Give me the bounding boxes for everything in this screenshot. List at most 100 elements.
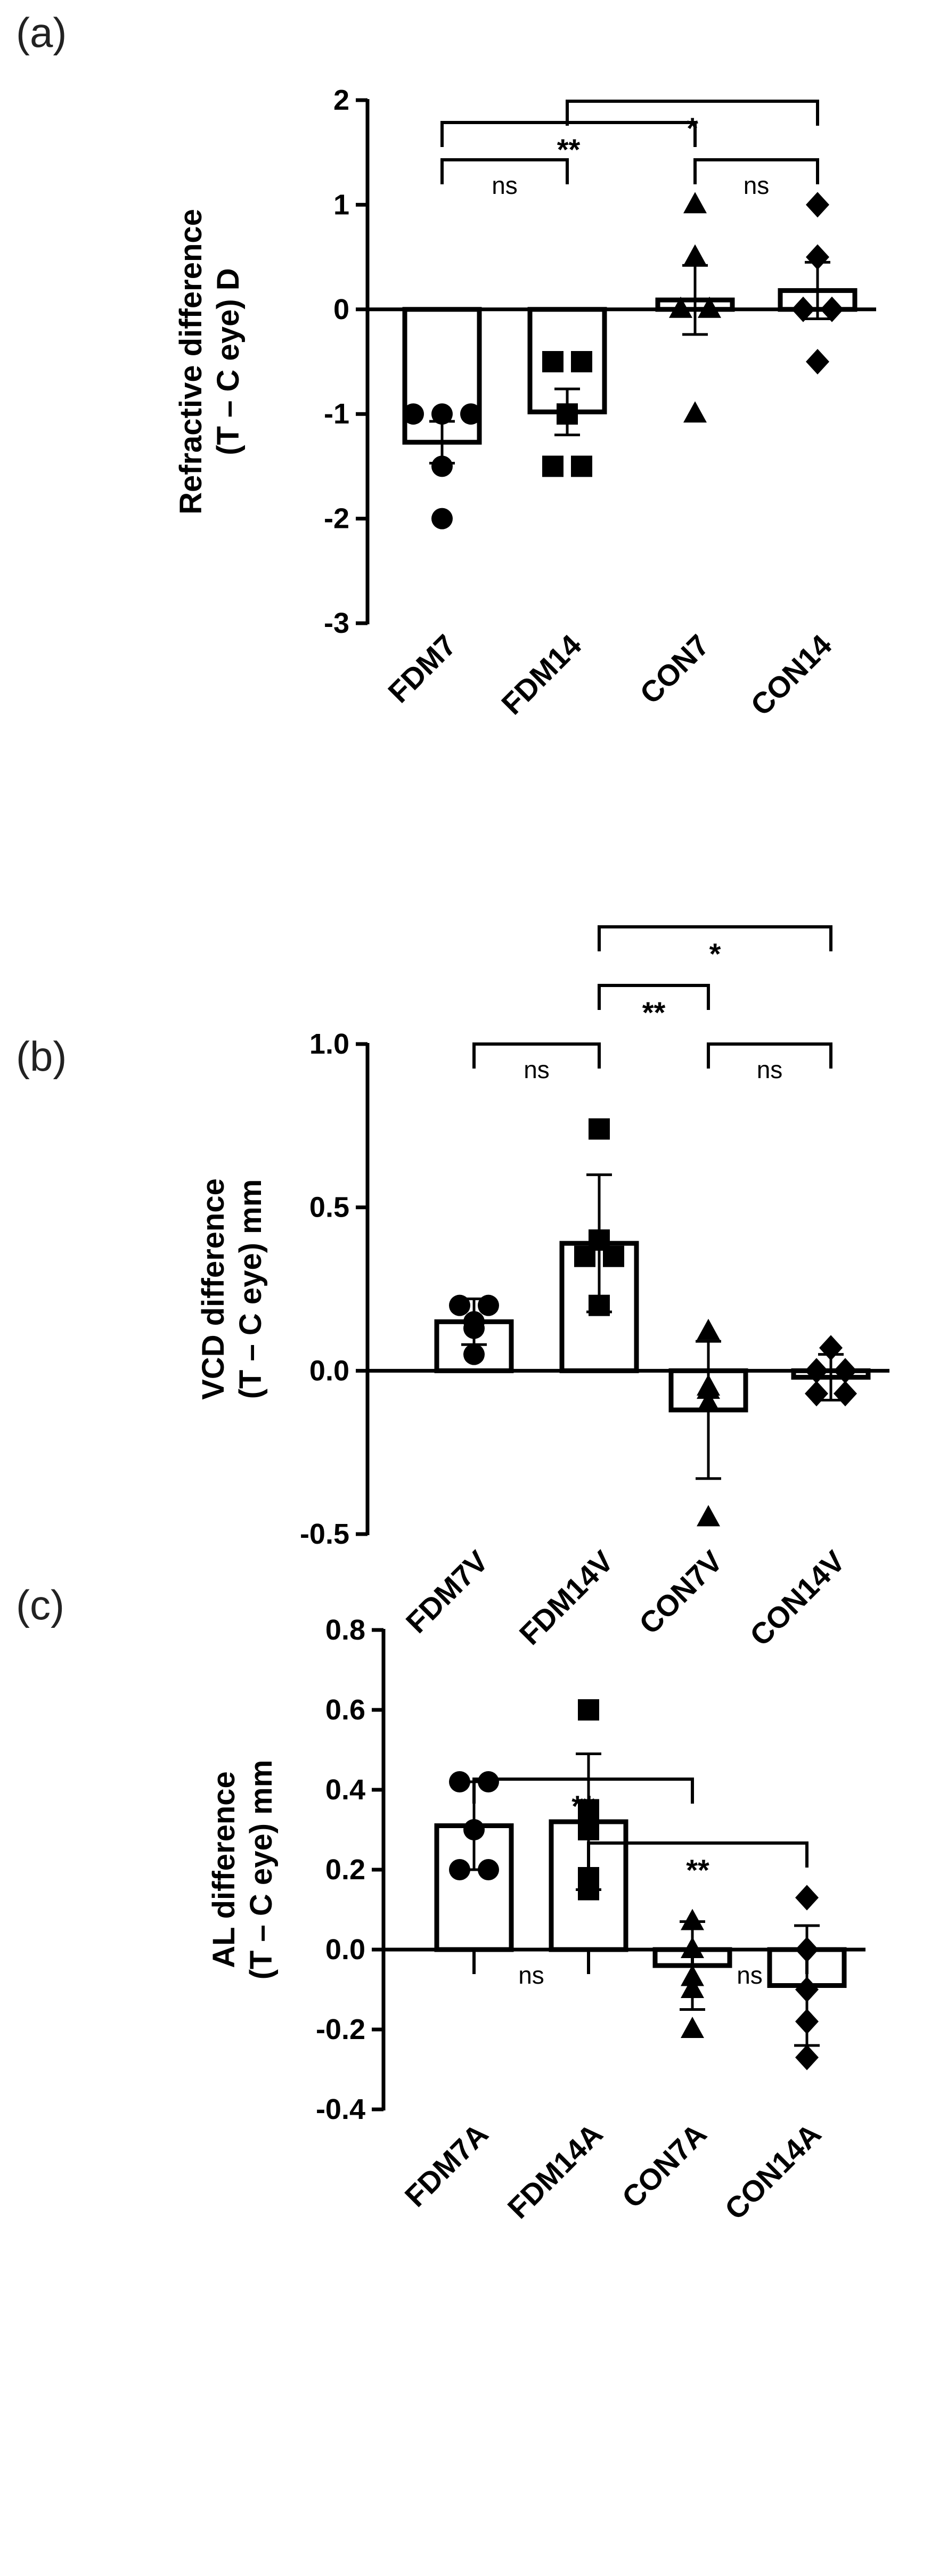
significance-label: ** xyxy=(686,1853,709,1887)
data-point xyxy=(571,351,592,372)
data-point xyxy=(431,455,453,477)
y-tick-label: 0.5 xyxy=(309,1192,349,1224)
significance-bracket xyxy=(707,1042,832,1069)
significance-label: ns xyxy=(524,1056,550,1083)
data-point xyxy=(403,403,424,425)
panel-label: (a) xyxy=(16,9,67,56)
significance-bracket xyxy=(440,121,697,147)
chart-panel-1: (a) Refractive difference (T – C eye) D 2 1 0… xyxy=(16,9,876,722)
y-tick-label: 2 xyxy=(333,84,349,116)
significance-bracket xyxy=(598,984,710,1010)
category-label: FDM7V xyxy=(399,1544,495,1640)
data-point xyxy=(795,1977,819,2002)
data-point xyxy=(795,1885,819,1911)
y-tick-label: 1.0 xyxy=(309,1028,349,1060)
significance-bracket xyxy=(472,1778,694,1804)
data-point xyxy=(698,296,721,318)
panel-label: (c) xyxy=(16,1582,64,1628)
category-label: CON14V xyxy=(743,1544,851,1652)
y-axis-label: Refractive difference xyxy=(174,209,208,515)
y-tick-label: 1 xyxy=(333,189,349,221)
y-tick-label: 0 xyxy=(333,294,349,325)
significance-bracket xyxy=(472,1042,601,1069)
data-point xyxy=(478,1294,499,1316)
category-label: FDM14A xyxy=(501,2117,609,2225)
data-point xyxy=(603,1245,624,1267)
category-label: FDM7A xyxy=(398,2117,495,2213)
y-tick-label: 0.2 xyxy=(325,1854,365,1886)
data-point xyxy=(589,1294,610,1316)
y-axis-label: (T – C eye) mm xyxy=(244,1760,279,1980)
data-point xyxy=(669,296,692,318)
y-tick-label: -1 xyxy=(324,398,349,430)
chart-panel-2: (b) VCD difference (T – C eye) mm 1.0 0.5 0.0… xyxy=(16,925,889,1652)
data-point xyxy=(431,403,453,425)
significance-bracket xyxy=(440,158,569,184)
y-tick-label: -0.2 xyxy=(316,2013,365,2045)
data-point xyxy=(571,455,592,477)
data-point xyxy=(806,192,829,218)
y-tick-label: -3 xyxy=(324,607,349,639)
category-label: CON7A xyxy=(615,2117,713,2214)
data-point xyxy=(589,1118,610,1140)
significance-label: ns xyxy=(492,172,518,199)
data-point xyxy=(449,1771,470,1792)
data-point xyxy=(557,403,578,425)
data-point xyxy=(463,1343,485,1365)
significance-bracket xyxy=(691,1948,808,1974)
data-point xyxy=(806,349,829,374)
data-point xyxy=(681,1937,704,1958)
category-label: FDM14V xyxy=(513,1544,620,1651)
data-point xyxy=(697,1390,720,1412)
y-tick-label: 0.4 xyxy=(325,1774,365,1806)
data-point xyxy=(578,1799,599,1821)
data-point xyxy=(819,1335,843,1361)
y-axis-label: (T – C eye) mm xyxy=(233,1179,268,1399)
y-tick-label: 0.8 xyxy=(325,1614,365,1646)
data-point xyxy=(431,508,453,529)
category-label: CON14A xyxy=(718,2117,827,2226)
y-tick-label: 0.6 xyxy=(325,1694,365,1726)
data-point xyxy=(478,1771,499,1792)
data-point xyxy=(681,1909,704,1930)
data-point xyxy=(578,1879,599,1901)
y-tick-label: 0.0 xyxy=(325,1934,365,1966)
data-point xyxy=(683,401,707,423)
data-point xyxy=(805,1381,828,1407)
data-point xyxy=(834,1358,857,1384)
data-point xyxy=(820,296,844,322)
data-point xyxy=(460,403,481,425)
category-label: CON7 xyxy=(633,628,716,711)
data-point xyxy=(449,1859,470,1880)
significance-bracket xyxy=(566,100,819,126)
data-point xyxy=(805,1358,828,1384)
category-label: FDM7 xyxy=(381,628,462,709)
data-point xyxy=(795,2044,819,2070)
significance-label: ** xyxy=(571,1789,595,1823)
panel-label: (b) xyxy=(16,1033,67,1080)
data-point xyxy=(683,244,707,266)
significance-bracket xyxy=(598,925,832,951)
data-point xyxy=(542,351,564,372)
data-point xyxy=(834,1381,857,1407)
data-point xyxy=(478,1859,499,1880)
data-point xyxy=(697,1377,720,1399)
significance-label: * xyxy=(709,937,721,971)
chart-panel-3: (c) AL difference (T – C eye) mm 0.8 0.6 0.4 0… xyxy=(16,1582,865,2226)
category-label: FDM14 xyxy=(495,628,587,721)
y-axis-label: (T – C eye) D xyxy=(211,268,246,455)
data-point xyxy=(697,1505,720,1527)
data-point xyxy=(578,1699,599,1721)
category-label: CON14 xyxy=(744,628,838,722)
data-point xyxy=(681,2017,704,2038)
data-point xyxy=(806,244,829,270)
y-axis-label: VCD difference xyxy=(196,1178,231,1400)
data-point xyxy=(574,1245,595,1267)
data-point xyxy=(542,455,564,477)
y-axis-label: AL difference xyxy=(207,1771,241,1968)
data-point xyxy=(449,1294,470,1316)
y-tick-label: -2 xyxy=(324,503,349,535)
category-label: CON7V xyxy=(633,1544,729,1641)
y-tick-label: -0.4 xyxy=(316,2093,365,2125)
